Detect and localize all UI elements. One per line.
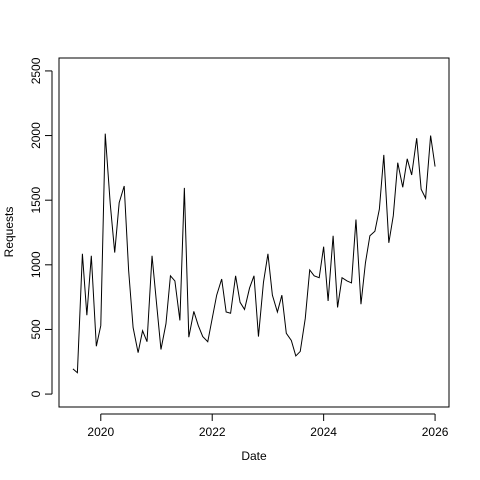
y-tick-label: 1000: [29, 251, 43, 278]
plot-frame: [58, 57, 450, 408]
x-tick-label: 2026: [422, 425, 449, 439]
data-line: [72, 133, 436, 374]
y-axis-label: Requests: [2, 207, 16, 258]
y-tick-label: 0: [29, 390, 43, 397]
x-tick-label: 2020: [87, 425, 114, 439]
x-axis-label: Date: [241, 449, 267, 463]
x-tick-label: 2022: [199, 425, 226, 439]
y-tick-label: 500: [29, 319, 43, 339]
y-tick-label: 2500: [29, 57, 43, 84]
x-tick-label: 2024: [310, 425, 337, 439]
y-tick-label: 2000: [29, 122, 43, 149]
y-tick-label: 1500: [29, 187, 43, 214]
